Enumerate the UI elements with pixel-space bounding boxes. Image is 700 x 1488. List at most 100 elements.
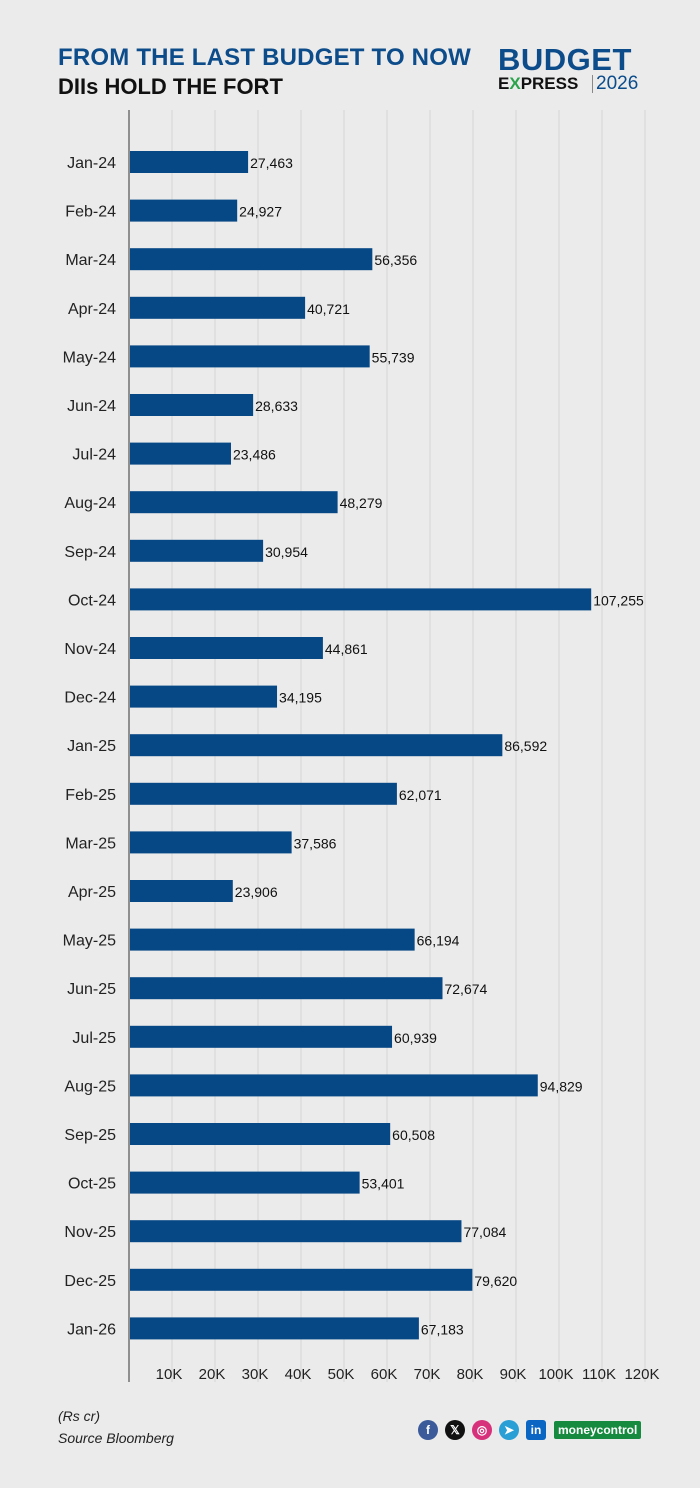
data-label: 23,486 (233, 447, 276, 463)
data-label: 94,829 (540, 1078, 583, 1094)
x-tick-label: 20K (199, 1366, 226, 1383)
bar (130, 1268, 473, 1291)
bar (130, 734, 503, 757)
category-label: Aug-25 (64, 1078, 116, 1095)
category-label: Mar-25 (65, 835, 116, 852)
data-label: 60,508 (392, 1127, 435, 1143)
category-label: Dec-24 (64, 690, 116, 707)
category-label: Jan-25 (67, 738, 116, 755)
bar (130, 199, 238, 222)
category-label: May-24 (63, 349, 116, 366)
bar (130, 151, 249, 173)
category-label: Jul-25 (72, 1030, 116, 1047)
data-label: 79,620 (474, 1273, 517, 1289)
x-tick-label: 40K (285, 1366, 312, 1383)
category-label: Jan-24 (67, 155, 116, 172)
chart-subtitle: DIIs HOLD THE FORT (58, 74, 283, 99)
logo-year-text: 2026 (592, 74, 638, 93)
category-label: Apr-24 (68, 301, 116, 318)
x-tick-label: 110K (582, 1366, 616, 1383)
linkedin-icon[interactable]: in (526, 1420, 546, 1440)
data-label: 107,255 (593, 592, 644, 608)
bar-chart: Jan-24 27,463 Feb-24 24,927 Mar-24 56,356 Apr-… (63, 110, 660, 1383)
category-label: Jun-24 (67, 398, 116, 415)
logo-express-text: EXPRESS (498, 74, 579, 93)
category-label: Oct-24 (68, 592, 116, 609)
data-label: 86,592 (504, 738, 547, 754)
data-label: 53,401 (362, 1176, 405, 1192)
bar (130, 1171, 360, 1194)
data-label: 60,939 (394, 1030, 437, 1046)
data-label: 37,586 (294, 835, 337, 851)
category-label: Sep-24 (64, 544, 116, 561)
x-tick-label: 90K (500, 1366, 527, 1383)
bar (130, 248, 373, 271)
category-label: Apr-25 (68, 884, 116, 901)
category-label: Feb-24 (65, 204, 116, 221)
bar (130, 1025, 393, 1048)
x-tick-label: 10K (156, 1366, 183, 1383)
x-tick-label: 50K (328, 1366, 355, 1383)
category-label: Mar-24 (65, 252, 116, 269)
data-label: 72,674 (444, 981, 487, 997)
bar (130, 442, 231, 465)
bar (130, 685, 278, 708)
category-label: Sep-25 (64, 1127, 116, 1144)
bar (130, 394, 254, 416)
data-label: 66,194 (417, 933, 460, 949)
data-label: 55,739 (372, 349, 415, 365)
x-tick-label: 60K (371, 1366, 398, 1383)
bar (130, 782, 397, 805)
bar (130, 491, 338, 514)
x-tick-label: 80K (457, 1366, 484, 1383)
bar (130, 1123, 391, 1145)
data-label: 44,861 (325, 641, 368, 657)
data-label: 28,633 (255, 398, 298, 414)
bar (130, 880, 233, 902)
bar (130, 1220, 462, 1243)
data-label: 34,195 (279, 690, 322, 706)
logo-budget-text: BUDGET (498, 42, 632, 77)
bar (130, 977, 443, 1000)
data-label: 40,721 (307, 301, 350, 317)
bar (130, 1317, 419, 1340)
data-label: 67,183 (421, 1321, 464, 1337)
instagram-icon[interactable]: ◎ (472, 1420, 492, 1440)
category-label: May-25 (63, 933, 116, 950)
category-label: Jul-24 (72, 447, 116, 464)
x-icon[interactable]: 𝕏 (445, 1420, 465, 1440)
telegram-icon[interactable]: ➤ (499, 1420, 519, 1440)
x-tick-label: 120K (624, 1366, 659, 1383)
unit-note: (Rs cr) (58, 1408, 100, 1424)
data-label: 27,463 (250, 155, 293, 171)
bar (130, 345, 370, 368)
data-label: 30,954 (265, 544, 308, 560)
bar (130, 1074, 538, 1097)
moneycontrol-brand: moneycontrol (554, 1421, 642, 1439)
category-label: Nov-24 (64, 641, 116, 658)
bar (130, 296, 306, 319)
bar (130, 539, 264, 562)
budget-express-logo: BUDGET EXPRESS 2026 (498, 44, 648, 96)
category-label: Jun-25 (67, 981, 116, 998)
category-label: Nov-25 (64, 1224, 116, 1241)
data-label: 77,084 (463, 1224, 506, 1240)
bar (130, 831, 292, 854)
bar (130, 637, 323, 659)
data-label: 23,906 (235, 884, 278, 900)
data-label: 62,071 (399, 787, 442, 803)
category-label: Oct-25 (68, 1176, 116, 1193)
source-note: Source Bloomberg (58, 1430, 174, 1446)
category-label: Jan-26 (67, 1321, 116, 1338)
x-tick-label: 70K (414, 1366, 441, 1383)
data-label: 48,279 (340, 495, 383, 511)
data-label: 24,927 (239, 204, 282, 220)
category-label: Feb-25 (65, 787, 116, 804)
bar (130, 588, 592, 611)
data-label: 56,356 (374, 252, 417, 268)
bar (130, 928, 415, 951)
x-tick-label: 30K (242, 1366, 269, 1383)
facebook-icon[interactable]: f (418, 1420, 438, 1440)
x-tick-label: 100K (538, 1366, 573, 1383)
category-label: Aug-24 (64, 495, 116, 512)
